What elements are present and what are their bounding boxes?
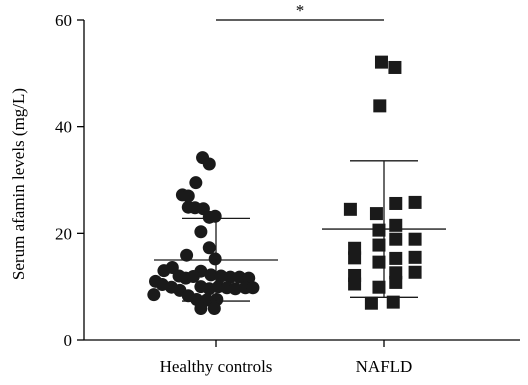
data-point-circle	[208, 252, 222, 266]
data-point-square	[389, 251, 403, 265]
data-point-circle	[180, 248, 194, 262]
y-tick-label: 0	[64, 331, 73, 350]
data-point-circle	[189, 176, 203, 190]
data-point-square	[389, 275, 403, 289]
axes	[83, 20, 520, 341]
significance-annotation: *	[216, 1, 384, 21]
data-point-square	[408, 195, 422, 209]
data-point-square	[343, 202, 357, 216]
data-point-circle	[202, 241, 216, 255]
y-tick-label: 20	[55, 224, 72, 243]
data-point-circle	[223, 270, 237, 284]
data-point-circle	[194, 225, 208, 239]
y-axis-label: Serum afamin levels (mg/L)	[9, 88, 28, 280]
data-point-square	[369, 207, 383, 221]
data-point-circle	[194, 302, 208, 316]
data-point-circle	[208, 209, 222, 223]
data-point-circle	[147, 288, 161, 302]
x-category-label: Healthy controls	[160, 357, 273, 376]
data-point-square	[388, 60, 402, 74]
x-category-labels: Healthy controls NAFLD	[160, 340, 413, 376]
data-point-square	[372, 280, 386, 294]
data-points	[147, 55, 422, 316]
data-point-square	[374, 55, 388, 69]
data-point-circle	[181, 189, 195, 203]
data-point-circle	[186, 270, 200, 284]
data-point-circle	[207, 302, 221, 316]
y-tick-label: 60	[55, 11, 72, 30]
data-point-circle	[246, 281, 260, 295]
significance-label: *	[296, 1, 305, 20]
data-point-square	[373, 99, 387, 113]
data-point-square	[389, 218, 403, 232]
data-point-square	[348, 277, 362, 291]
data-point-square	[372, 238, 386, 252]
data-point-circle	[228, 282, 242, 296]
error-bars	[154, 160, 446, 302]
y-tick-label: 40	[55, 118, 72, 137]
data-point-circle	[204, 268, 218, 282]
data-point-square	[348, 251, 362, 265]
data-point-circle	[202, 157, 216, 171]
data-point-square	[389, 196, 403, 210]
data-point-square	[389, 232, 403, 246]
data-point-square	[408, 250, 422, 264]
data-point-square	[386, 295, 400, 309]
data-point-square	[408, 232, 422, 246]
data-point-square	[364, 296, 378, 310]
x-category-label: NAFLD	[356, 357, 413, 376]
data-point-square	[408, 265, 422, 279]
data-point-square	[372, 223, 386, 237]
data-point-square	[372, 255, 386, 269]
y-ticks: 0 20 40 60	[55, 11, 84, 350]
